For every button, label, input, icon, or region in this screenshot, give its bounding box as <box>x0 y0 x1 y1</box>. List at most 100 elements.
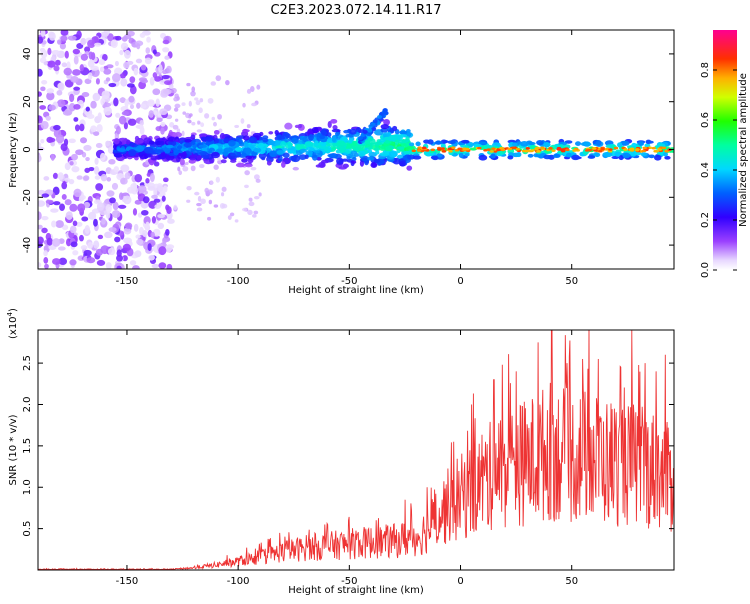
heatmap-cell <box>40 139 44 144</box>
heatmap-cell <box>288 150 294 153</box>
heatmap-cell <box>222 204 227 209</box>
heatmap-cell <box>107 177 112 182</box>
heatmap-cell <box>79 235 84 242</box>
heatmap-cell <box>99 59 106 65</box>
heatmap-cell <box>213 122 217 127</box>
heatmap-cell <box>148 255 155 261</box>
heatmap-cell <box>88 60 95 68</box>
heatmap-cell <box>73 87 80 91</box>
heatmap-cell <box>150 232 155 238</box>
heatmap-cell <box>95 183 103 191</box>
heatmap-cell <box>174 108 178 112</box>
heatmap-cell <box>288 141 292 148</box>
heatmap-cell <box>465 148 469 151</box>
colorbar-tick-label: 0.4 <box>700 162 711 178</box>
heatmap-cell <box>210 180 213 185</box>
heatmap-cell <box>631 143 637 148</box>
heatmap-cell <box>116 255 123 262</box>
heatmap-cell <box>332 129 341 133</box>
heatmap-cell <box>73 221 78 227</box>
heatmap-cell <box>135 235 140 239</box>
heatmap-cell <box>152 216 156 224</box>
x-tick-label: -150 <box>116 576 139 587</box>
x-tick-label: 0 <box>457 276 463 287</box>
heatmap-cell <box>211 152 220 158</box>
heatmap-cell <box>403 151 412 154</box>
heatmap-cell <box>104 232 113 239</box>
heatmap-cell <box>133 208 137 216</box>
heatmap-cell <box>77 203 85 212</box>
heatmap-cell <box>551 149 555 152</box>
heatmap-cell <box>116 126 121 135</box>
heatmap-cell <box>154 204 161 209</box>
heatmap-cell <box>339 147 346 153</box>
heatmap-cell <box>94 43 101 47</box>
heatmap-cell <box>163 40 170 44</box>
heatmap-cell <box>149 110 154 118</box>
heatmap-cell <box>71 166 79 172</box>
heatmap-cell <box>125 99 129 108</box>
heatmap-cell <box>177 145 182 150</box>
heatmap-cell <box>79 124 84 132</box>
y-tick-label: 1.0 <box>22 479 33 495</box>
heatmap-cell <box>150 173 155 182</box>
heatmap-cell <box>69 259 76 265</box>
heatmap-cell <box>306 147 315 151</box>
heatmap-cell <box>242 208 247 212</box>
heatmap-cell <box>198 107 202 113</box>
heatmap-cell <box>228 140 236 147</box>
heatmap-cell <box>598 150 602 153</box>
heatmap-cell <box>196 203 201 206</box>
heatmap-cell <box>93 240 99 248</box>
heatmap-cell <box>36 147 44 151</box>
heatmap-cell <box>379 146 385 151</box>
heatmap-cell <box>57 83 63 89</box>
heatmap-cell <box>451 146 455 149</box>
heatmap-cell <box>100 153 106 161</box>
heatmap-cell <box>588 149 592 152</box>
heatmap-cell <box>58 246 66 250</box>
heatmap-cell <box>431 149 435 152</box>
heatmap-cell <box>239 139 243 145</box>
snr-x-label: Height of straight line (km) <box>288 585 424 596</box>
heatmap-cell <box>152 264 159 268</box>
heatmap-cell <box>58 172 64 179</box>
heatmap-cell <box>174 132 182 137</box>
heatmap-cell <box>243 135 250 140</box>
heatmap-cell <box>158 246 166 255</box>
heatmap-cell <box>242 103 245 108</box>
heatmap-cell <box>65 51 69 59</box>
heatmap-cell <box>186 186 191 190</box>
heatmap-cell <box>163 89 172 95</box>
heatmap-cell <box>596 140 602 146</box>
heatmap-cell <box>56 134 64 143</box>
heatmap-cell <box>70 76 79 83</box>
heatmap-cell <box>338 166 347 169</box>
heatmap-cell <box>638 141 644 146</box>
heatmap-cell <box>324 146 329 152</box>
heatmap-cell <box>246 149 251 155</box>
heatmap-cell <box>244 185 249 188</box>
heatmap-cell <box>61 182 67 190</box>
heatmap-cell <box>104 107 112 116</box>
heatmap-cell <box>95 175 101 180</box>
heatmap-cell <box>140 33 146 38</box>
heatmap-cell <box>105 141 110 147</box>
heatmap-cell <box>222 187 227 192</box>
heatmap-cell <box>461 140 469 143</box>
heatmap-cell <box>98 235 103 239</box>
heatmap-cell <box>448 150 452 153</box>
heatmap-cell <box>52 258 61 265</box>
heatmap-cell <box>213 165 218 170</box>
heatmap-cell <box>71 154 78 161</box>
heatmap-cell <box>543 142 550 147</box>
heatmap-cell <box>63 110 72 116</box>
figure-title: C2E3.2023.072.14.11.R17 <box>270 3 441 18</box>
heatmap-cell <box>138 185 147 193</box>
y-tick-label: 2.0 <box>22 397 33 413</box>
heatmap-cell <box>200 198 206 204</box>
heatmap-cell <box>53 201 60 205</box>
heatmap-cell <box>584 143 592 147</box>
heatmap-cell <box>43 176 49 181</box>
